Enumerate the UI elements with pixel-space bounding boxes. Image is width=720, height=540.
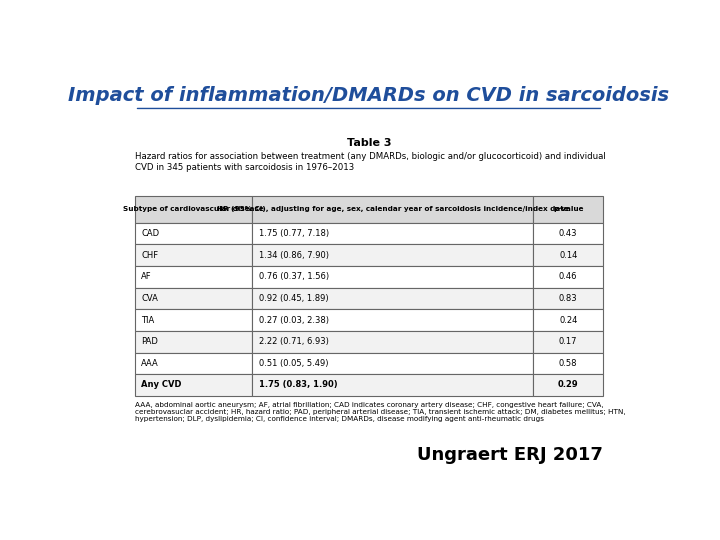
Bar [135, 288, 252, 309]
Text: Hazard ratios for association between treatment (any DMARDs, biologic and/or glu: Hazard ratios for association between tr… [135, 152, 606, 172]
Bar [252, 309, 533, 331]
Bar [135, 331, 252, 353]
Bar [252, 288, 533, 309]
Bar [135, 223, 252, 245]
Bar [135, 196, 252, 223]
Text: 0.46: 0.46 [559, 272, 577, 281]
Bar [533, 223, 603, 245]
Text: 1.75 (0.77, 7.18): 1.75 (0.77, 7.18) [258, 229, 328, 238]
Bar [135, 266, 252, 288]
Text: TIA: TIA [141, 315, 155, 325]
Text: Table 3: Table 3 [347, 138, 391, 147]
Bar [252, 331, 533, 353]
Text: PAD: PAD [141, 337, 158, 346]
Bar [252, 223, 533, 245]
Bar [533, 309, 603, 331]
Bar [533, 196, 603, 223]
Text: 0.24: 0.24 [559, 315, 577, 325]
Bar [252, 353, 533, 374]
Text: 0.83: 0.83 [559, 294, 577, 303]
Bar [252, 374, 533, 396]
Text: 1.34 (0.86, 7.90): 1.34 (0.86, 7.90) [258, 251, 328, 260]
Text: CHF: CHF [141, 251, 158, 260]
Text: AAA: AAA [141, 359, 159, 368]
Text: 0.43: 0.43 [559, 229, 577, 238]
Text: 0.76 (0.37, 1.56): 0.76 (0.37, 1.56) [258, 272, 328, 281]
Bar [533, 245, 603, 266]
Bar [533, 374, 603, 396]
Text: HR (95% CI), adjusting for age, sex, calendar year of sarcoidosis incidence/inde: HR (95% CI), adjusting for age, sex, cal… [217, 206, 568, 212]
Text: 0.58: 0.58 [559, 359, 577, 368]
Text: 1.75 (0.83, 1.90): 1.75 (0.83, 1.90) [258, 381, 337, 389]
Bar [533, 331, 603, 353]
Text: Any CVD: Any CVD [141, 381, 182, 389]
Bar [533, 266, 603, 288]
Text: CAD: CAD [141, 229, 159, 238]
Bar [252, 245, 533, 266]
Text: CVA: CVA [141, 294, 158, 303]
Bar [135, 309, 252, 331]
Text: Subtype of cardiovascular disease: Subtype of cardiovascular disease [123, 206, 264, 212]
Text: 0.17: 0.17 [559, 337, 577, 346]
Text: Impact of inflammation/DMARDs on CVD in sarcoidosis: Impact of inflammation/DMARDs on CVD in … [68, 85, 670, 105]
Text: 0.14: 0.14 [559, 251, 577, 260]
Text: 0.27 (0.03, 2.38): 0.27 (0.03, 2.38) [258, 315, 328, 325]
Text: p-value: p-value [553, 206, 583, 212]
Text: 0.51 (0.05, 5.49): 0.51 (0.05, 5.49) [258, 359, 328, 368]
Bar [533, 288, 603, 309]
Bar [533, 353, 603, 374]
Bar [135, 245, 252, 266]
Text: 0.29: 0.29 [558, 381, 578, 389]
Text: Ungraert ERJ 2017: Ungraert ERJ 2017 [418, 446, 603, 464]
Text: AAA, abdominal aortic aneurysm; AF, atrial fibrillation; CAD indicates coronary : AAA, abdominal aortic aneurysm; AF, atri… [135, 402, 625, 422]
Text: 0.92 (0.45, 1.89): 0.92 (0.45, 1.89) [258, 294, 328, 303]
Bar [135, 353, 252, 374]
Text: AF: AF [141, 272, 152, 281]
Bar [252, 196, 533, 223]
Bar [135, 374, 252, 396]
Text: 2.22 (0.71, 6.93): 2.22 (0.71, 6.93) [258, 337, 328, 346]
Bar [252, 266, 533, 288]
